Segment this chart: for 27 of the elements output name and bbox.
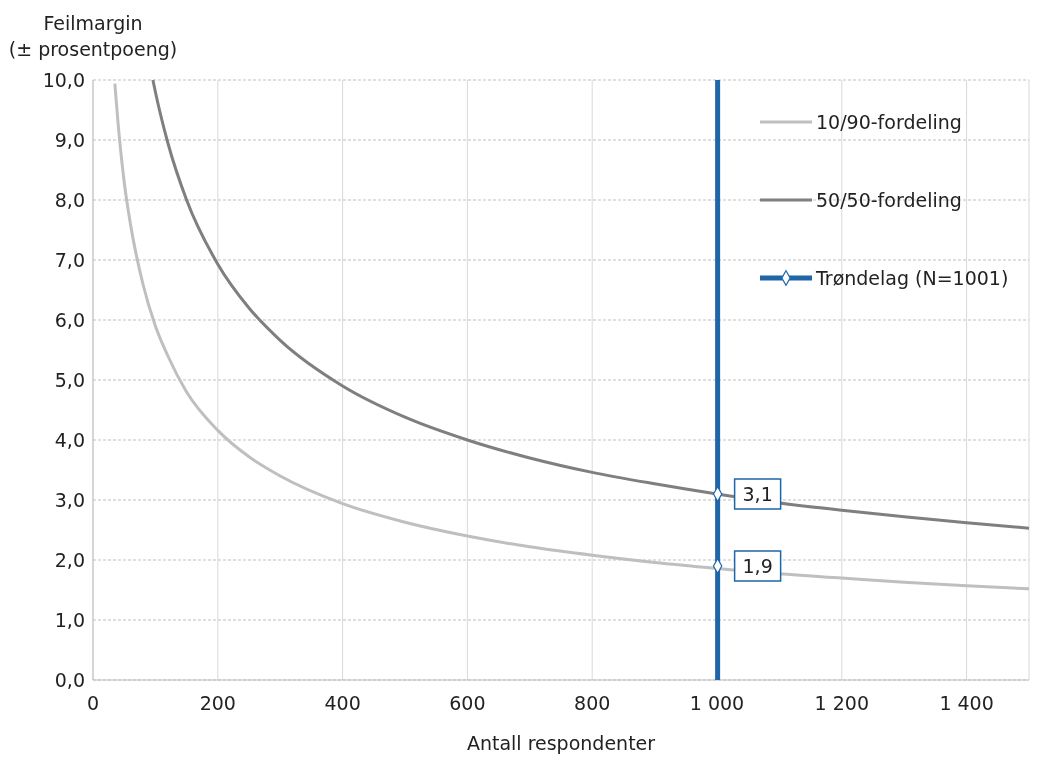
y-tick-label: 5,0 bbox=[54, 369, 85, 391]
y-tick-label: 1,0 bbox=[54, 609, 85, 631]
line-series bbox=[151, 78, 1031, 530]
x-tick-label: 1 400 bbox=[939, 692, 994, 714]
y-tick-label: 7,0 bbox=[54, 249, 85, 271]
y-tick-label: 4,0 bbox=[54, 429, 85, 451]
x-tick-label: 800 bbox=[574, 692, 611, 714]
y-tick-label: 8,0 bbox=[54, 189, 85, 211]
y-tick-label: 2,0 bbox=[54, 549, 85, 571]
y-axis-title: Feilmargin (± prosentpoeng) bbox=[8, 12, 178, 60]
y-tick-label: 0,0 bbox=[54, 669, 85, 691]
x-tick-label: 400 bbox=[324, 692, 361, 714]
x-tick-label: 600 bbox=[449, 692, 486, 714]
x-tick-label: 1 200 bbox=[814, 692, 869, 714]
data-label: 3,1 bbox=[742, 483, 773, 505]
legend-label: 50/50-fordeling bbox=[816, 189, 962, 211]
x-tick-label: 1 000 bbox=[689, 692, 745, 714]
legend-label: 10/90-fordeling bbox=[816, 111, 962, 133]
x-tick-label: 0 bbox=[86, 692, 100, 714]
data-label: 1,9 bbox=[742, 555, 773, 577]
y-tick-label: 10,0 bbox=[42, 69, 85, 91]
x-tick-label: 200 bbox=[199, 692, 236, 714]
y-tick-label: 9,0 bbox=[54, 129, 85, 151]
x-axis-title: Antall respondenter bbox=[466, 732, 656, 754]
y-tick-label: 3,0 bbox=[54, 489, 85, 511]
legend-label: Trøndelag (N=1001) bbox=[815, 267, 1009, 289]
y-tick-label: 6,0 bbox=[54, 309, 85, 331]
